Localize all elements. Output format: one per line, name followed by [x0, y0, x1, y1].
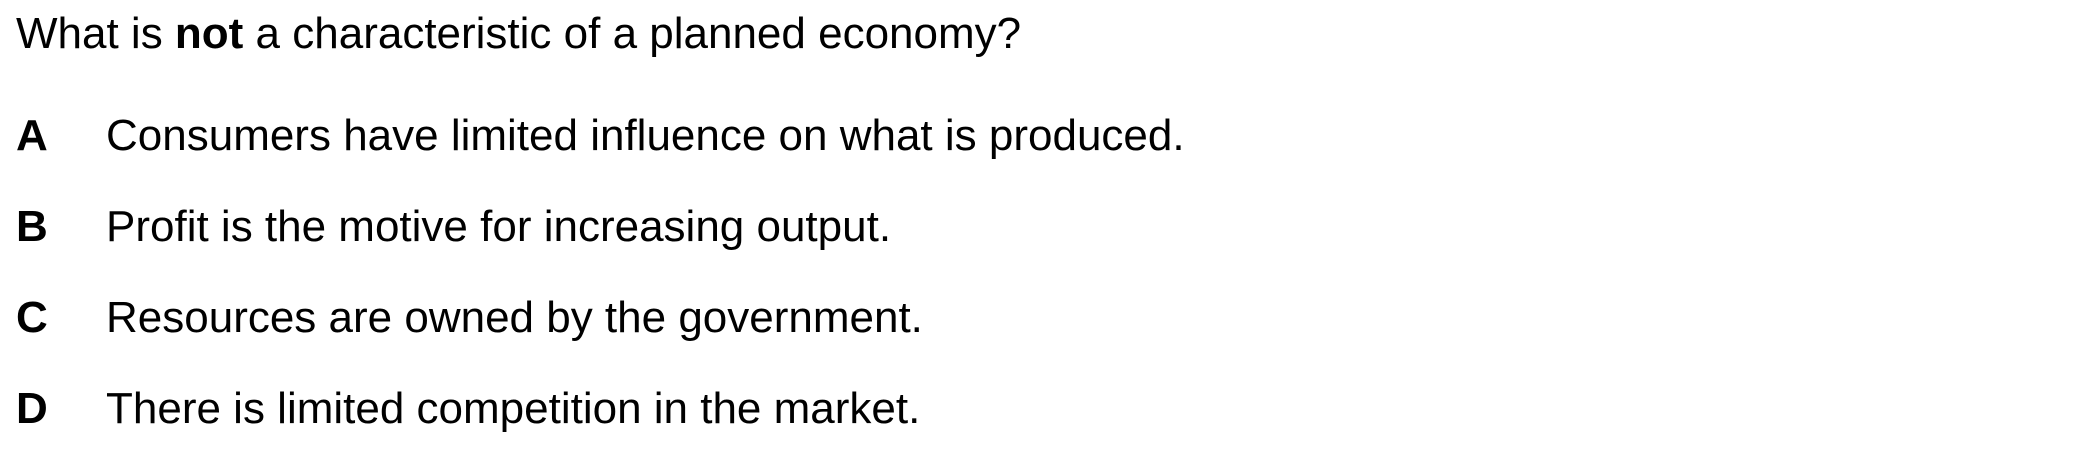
option-text: Profit is the motive for increasing outp…	[106, 202, 892, 251]
option-text: There is limited competition in the mark…	[106, 384, 921, 433]
option-text: Resources are owned by the government.	[106, 293, 923, 342]
answer-option-c[interactable]: C Resources are owned by the government.	[16, 290, 1185, 381]
question-suffix: a characteristic of a planned economy?	[243, 9, 1022, 58]
answer-option-d[interactable]: D There is limited competition in the ma…	[16, 381, 1185, 450]
option-letter: B	[16, 202, 48, 251]
question-emphasis: not	[174, 9, 244, 58]
option-text: Consumers have limited influence on what…	[106, 111, 1185, 160]
answer-option-a[interactable]: A Consumers have limited influence on wh…	[16, 108, 1185, 199]
option-letter: D	[16, 384, 48, 433]
question-text: What is not a characteristic of a planne…	[16, 6, 1021, 62]
answer-option-b[interactable]: B Profit is the motive for increasing ou…	[16, 199, 1185, 290]
answer-options-list: A Consumers have limited influence on wh…	[16, 108, 1185, 450]
option-letter: A	[16, 111, 48, 160]
option-letter: C	[16, 293, 48, 342]
question-prefix: What is	[16, 9, 175, 58]
